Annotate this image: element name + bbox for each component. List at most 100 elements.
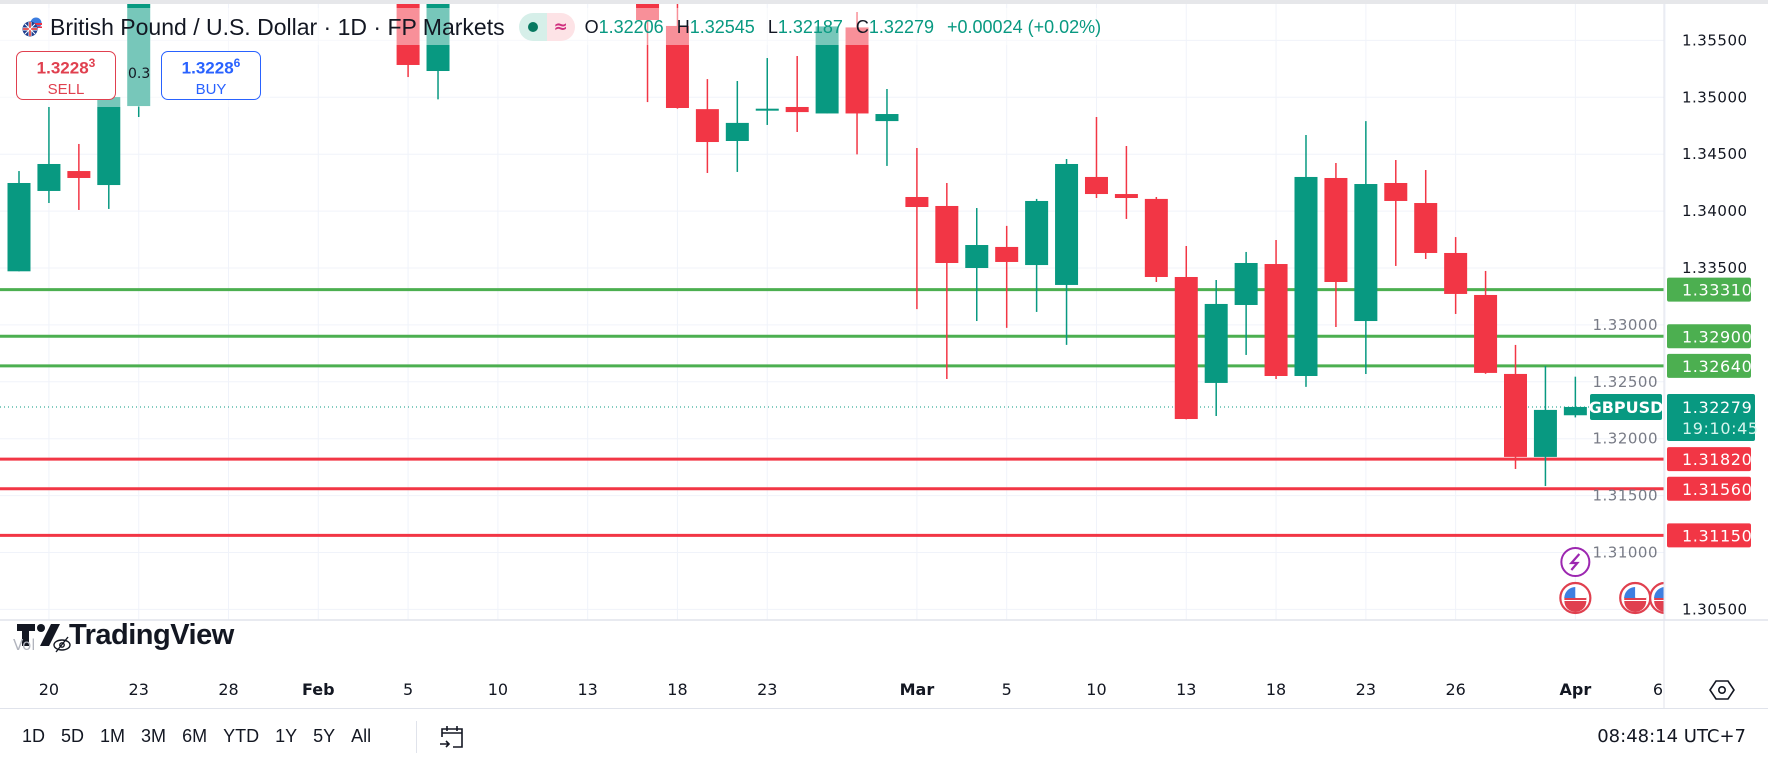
candle-body xyxy=(1234,262,1258,305)
candle-up[interactable] xyxy=(1533,365,1557,487)
candle-body xyxy=(1114,194,1138,199)
ohlc-values: O1.32206 H1.32545 L1.32187 C1.32279 +0.0… xyxy=(585,17,1110,38)
candle-down[interactable] xyxy=(1084,116,1108,199)
candle-down[interactable] xyxy=(665,4,689,109)
level-badge-label: 1.33310 xyxy=(1682,281,1752,300)
time-axis[interactable]: 20 23 28 Feb 5 10 13 18 23 Mar 5 10 13 18 23 26 Apr 6 xyxy=(39,680,1663,699)
candle-body xyxy=(875,114,899,122)
us-flag-icon[interactable] xyxy=(1619,581,1652,615)
candle-body xyxy=(1444,252,1468,294)
range-1m[interactable]: 1M xyxy=(100,726,126,746)
candle-up[interactable] xyxy=(725,81,749,172)
candle-down[interactable] xyxy=(1144,196,1168,282)
range-all[interactable]: All xyxy=(351,726,372,746)
range-5y[interactable]: 5Y xyxy=(313,726,336,746)
price-tick-label: 1.33500 xyxy=(1682,259,1748,277)
candle-body xyxy=(965,245,989,268)
close-value: 1.32279 xyxy=(868,16,934,37)
candle-down[interactable] xyxy=(845,11,869,155)
candle-up[interactable] xyxy=(426,0,450,100)
candle-up[interactable] xyxy=(815,25,839,114)
candle-up[interactable] xyxy=(755,58,779,125)
candle-body xyxy=(7,182,31,272)
time-tick-label: 18 xyxy=(667,680,687,699)
buy-price-pip: 6 xyxy=(233,56,241,70)
candle-body xyxy=(1474,294,1498,373)
price-tick-label: 1.31000 xyxy=(1592,544,1658,562)
candle-up[interactable] xyxy=(875,88,899,166)
flag-white xyxy=(1635,587,1647,598)
level-badge xyxy=(1667,277,1751,302)
time-tick-label: Apr xyxy=(1559,680,1591,699)
price-chart[interactable]: 1.33310 1.32900 1.32640 1.31820 1.31560 1.311… xyxy=(0,0,1768,708)
time-tick-label: Feb xyxy=(302,680,335,699)
candle-body xyxy=(426,4,450,72)
price-tick-label: 1.32500 xyxy=(1592,373,1658,391)
range-ytd[interactable]: YTD xyxy=(223,726,260,746)
candle-body xyxy=(1533,409,1557,457)
range-6m[interactable]: 6M xyxy=(182,726,208,746)
candle-up[interactable] xyxy=(7,171,31,272)
lightning-icon[interactable] xyxy=(1560,547,1591,577)
symbol-title[interactable]: British Pound / U.S. Dollar · 1D · FP Ma… xyxy=(50,13,505,40)
candle-up[interactable] xyxy=(1354,121,1378,374)
candle-up[interactable] xyxy=(1234,251,1258,355)
candle-up[interactable] xyxy=(37,106,61,204)
range-1d[interactable]: 1D xyxy=(22,726,46,746)
candle-up[interactable] xyxy=(1025,198,1049,312)
candle-down[interactable] xyxy=(1264,240,1288,379)
window-top-border xyxy=(0,0,1768,4)
candle-up[interactable] xyxy=(965,208,989,322)
range-5d[interactable]: 5D xyxy=(61,726,85,746)
candle-up[interactable] xyxy=(1294,134,1318,387)
time-tick-label: 23 xyxy=(1356,680,1376,699)
candle-body xyxy=(725,122,749,141)
candle-down[interactable] xyxy=(785,55,809,133)
candle-down[interactable] xyxy=(905,148,929,310)
sell-label: SELL xyxy=(47,80,85,98)
price-tick-label: 1.34500 xyxy=(1682,145,1748,163)
market-open-dot-icon xyxy=(527,22,538,32)
candle-up[interactable] xyxy=(1055,158,1079,345)
price-axis[interactable]: 1.35500 1.35000 1.34500 1.34000 1.33500 1.330… xyxy=(1592,31,1747,618)
candle-down[interactable] xyxy=(1474,270,1498,374)
candle-down[interactable] xyxy=(1414,170,1438,260)
candle-down[interactable] xyxy=(1114,146,1138,219)
tradingview-watermark[interactable]: TradingView xyxy=(17,619,234,651)
sell-button[interactable]: 1.32283 SELL xyxy=(16,51,116,100)
candle-down[interactable] xyxy=(1174,246,1198,420)
candle-down[interactable] xyxy=(935,182,959,379)
candles xyxy=(7,0,1587,487)
clock-timezone[interactable]: 08:48:14 UTC+7 xyxy=(1597,726,1746,747)
range-1y[interactable]: 1Y xyxy=(275,726,298,746)
candle-up[interactable] xyxy=(1563,376,1587,418)
candle-down[interactable] xyxy=(1384,160,1408,266)
range-3m[interactable]: 3M xyxy=(141,726,167,746)
candle-down[interactable] xyxy=(695,79,719,173)
candle-down[interactable] xyxy=(1504,344,1527,469)
eye-off-icon[interactable] xyxy=(52,634,72,654)
candle-body xyxy=(1025,200,1049,266)
candle-body xyxy=(665,25,689,108)
time-tick-label: 6 xyxy=(1653,680,1663,699)
candle-down[interactable] xyxy=(636,0,660,103)
price-tick-label: 1.35000 xyxy=(1682,88,1748,106)
buy-button[interactable]: 1.32286 BUY xyxy=(161,51,261,100)
candle-up[interactable] xyxy=(127,0,151,117)
candle-up[interactable] xyxy=(97,95,121,209)
market-status-pill[interactable]: ≈ xyxy=(518,13,575,41)
chart-settings-icon[interactable] xyxy=(1709,678,1735,702)
us-flag-icon[interactable] xyxy=(1559,581,1592,615)
candle-up[interactable] xyxy=(1204,279,1228,417)
toolbar-divider xyxy=(416,721,417,753)
go-to-date-icon[interactable] xyxy=(438,723,466,751)
time-tick-label: 23 xyxy=(129,680,149,699)
us-flag-icon[interactable] xyxy=(1649,581,1680,615)
candle-down[interactable] xyxy=(995,225,1019,328)
candle-body xyxy=(755,108,779,111)
candle-down[interactable] xyxy=(67,143,91,210)
candle-down[interactable] xyxy=(1444,237,1468,314)
chart-legend: British Pound / U.S. Dollar · 1D · FP Ma… xyxy=(22,12,1109,42)
candle-down[interactable] xyxy=(396,0,420,78)
candle-down[interactable] xyxy=(1324,162,1348,327)
